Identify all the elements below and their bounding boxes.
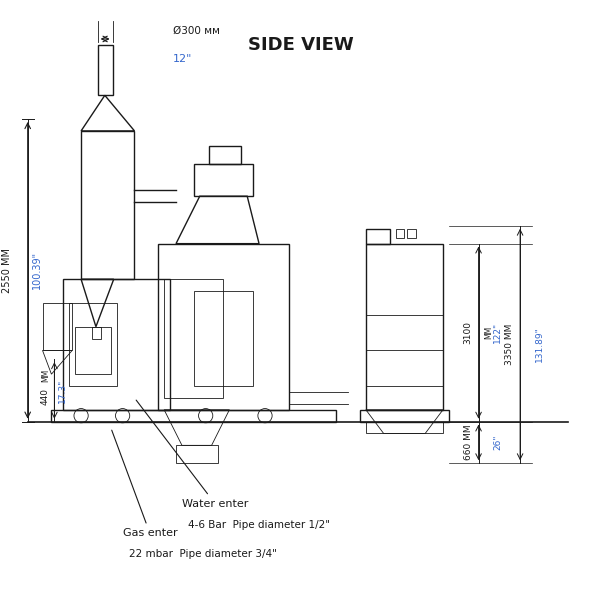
- Text: Water enter: Water enter: [136, 400, 248, 509]
- Text: 2550 ММ: 2550 ММ: [2, 248, 12, 293]
- Bar: [52, 410, 336, 422]
- Text: 440: 440: [41, 388, 50, 405]
- Bar: [209, 146, 241, 164]
- Text: 12": 12": [173, 54, 193, 64]
- Bar: [407, 229, 416, 238]
- Text: 3350 ММ: 3350 ММ: [505, 324, 514, 365]
- Bar: [92, 326, 101, 338]
- Bar: [43, 303, 72, 350]
- Text: 122": 122": [493, 322, 502, 343]
- Bar: [63, 279, 170, 410]
- Bar: [366, 422, 443, 433]
- Bar: [366, 229, 389, 244]
- Bar: [81, 131, 134, 279]
- Bar: [75, 326, 111, 374]
- Text: 17.3": 17.3": [58, 379, 67, 403]
- Bar: [360, 410, 449, 422]
- Text: 131.89": 131.89": [535, 326, 544, 362]
- Text: 100.39": 100.39": [32, 251, 41, 289]
- Text: SIDE VIEW: SIDE VIEW: [248, 36, 353, 54]
- Text: 26": 26": [493, 434, 502, 450]
- Text: Ø300 мм: Ø300 мм: [173, 26, 220, 36]
- Text: 22 mbar  Pipe diameter 3/4": 22 mbar Pipe diameter 3/4": [128, 549, 277, 559]
- Text: Gas enter: Gas enter: [112, 430, 177, 538]
- Text: ММ: ММ: [41, 369, 50, 382]
- Bar: [366, 244, 443, 410]
- Bar: [194, 164, 253, 196]
- Text: 3100: 3100: [464, 321, 473, 344]
- Bar: [176, 445, 218, 463]
- Bar: [98, 45, 113, 95]
- Bar: [69, 303, 116, 386]
- Bar: [194, 291, 253, 386]
- Text: ММ: ММ: [485, 326, 494, 339]
- Text: 660 ММ: 660 ММ: [464, 425, 473, 460]
- Bar: [395, 229, 404, 238]
- Text: 4-6 Bar  Pipe diameter 1/2": 4-6 Bar Pipe diameter 1/2": [188, 520, 330, 530]
- Bar: [164, 279, 223, 398]
- Bar: [158, 244, 289, 410]
